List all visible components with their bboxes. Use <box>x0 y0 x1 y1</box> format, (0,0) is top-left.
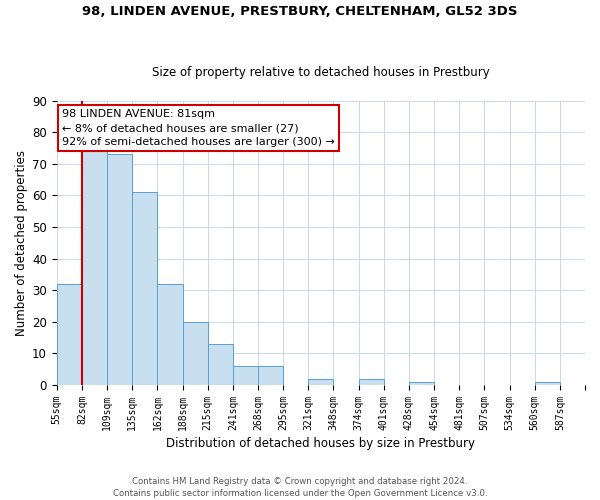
Bar <box>107 154 132 385</box>
X-axis label: Distribution of detached houses by size in Prestbury: Distribution of detached houses by size … <box>166 437 475 450</box>
Text: 98, LINDEN AVENUE, PRESTBURY, CHELTENHAM, GL52 3DS: 98, LINDEN AVENUE, PRESTBURY, CHELTENHAM… <box>82 5 518 18</box>
Bar <box>535 382 560 385</box>
Bar <box>208 344 233 385</box>
Bar <box>132 192 157 385</box>
Bar <box>233 366 258 385</box>
Text: Contains HM Land Registry data © Crown copyright and database right 2024.
Contai: Contains HM Land Registry data © Crown c… <box>113 476 487 498</box>
Bar <box>308 379 334 385</box>
Text: 98 LINDEN AVENUE: 81sqm
← 8% of detached houses are smaller (27)
92% of semi-det: 98 LINDEN AVENUE: 81sqm ← 8% of detached… <box>62 109 335 147</box>
Bar <box>359 379 384 385</box>
Bar <box>57 284 82 385</box>
Bar <box>258 366 283 385</box>
Title: Size of property relative to detached houses in Prestbury: Size of property relative to detached ho… <box>152 66 490 78</box>
Bar <box>409 382 434 385</box>
Y-axis label: Number of detached properties: Number of detached properties <box>15 150 28 336</box>
Bar <box>182 322 208 385</box>
Bar <box>157 284 182 385</box>
Bar <box>82 145 107 385</box>
